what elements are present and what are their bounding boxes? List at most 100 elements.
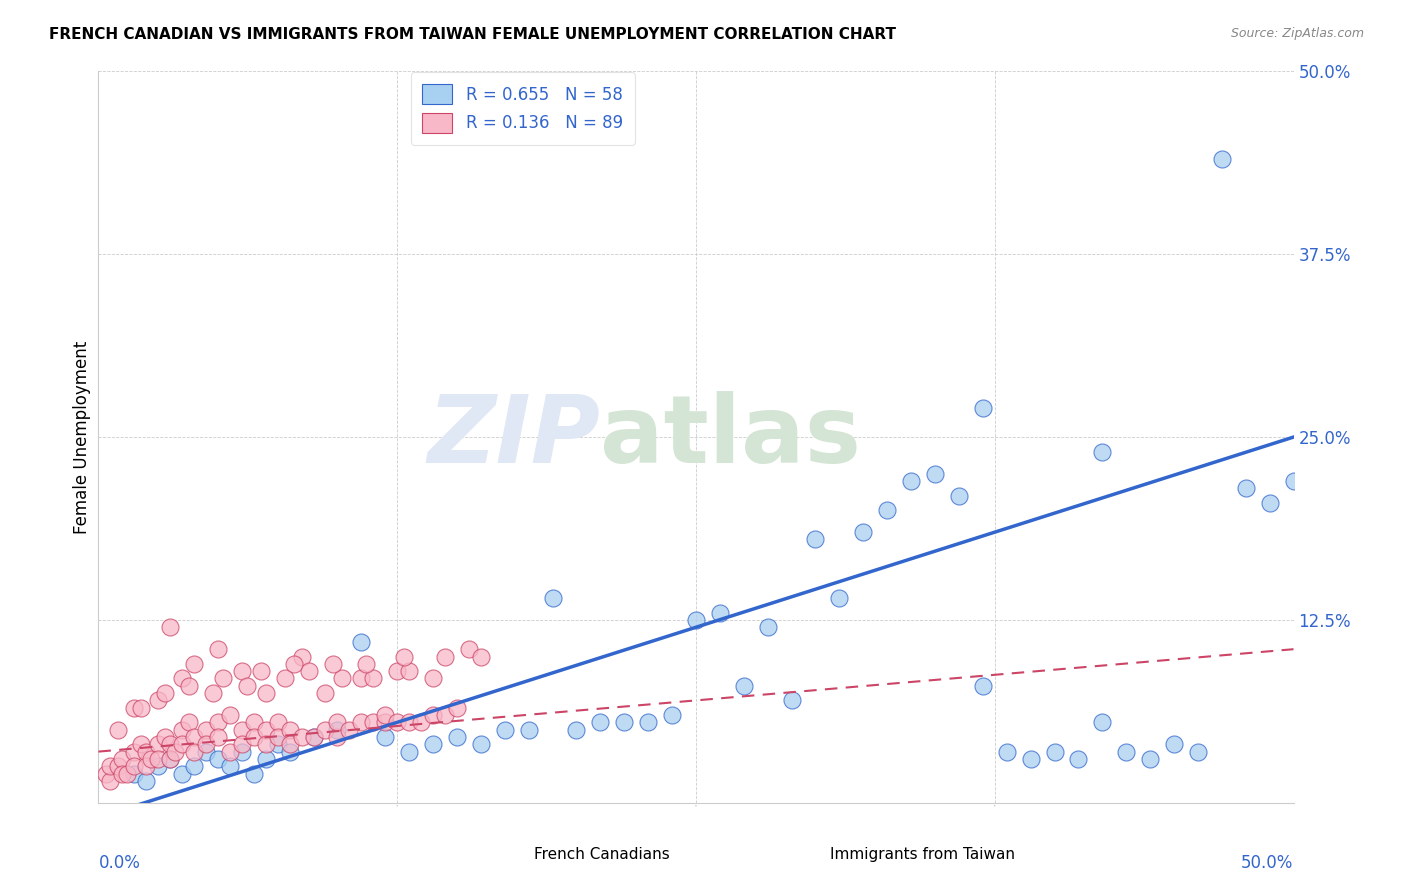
Point [354,657,377,671]
FancyBboxPatch shape [464,838,520,870]
Point [159,737,181,751]
Point [235,679,257,693]
Point [398,745,420,759]
Point [254,723,277,737]
Point [1139,752,1161,766]
Point [155,730,177,744]
Point [231,723,253,737]
Point [195,737,218,751]
FancyBboxPatch shape [759,838,815,870]
Point [350,635,373,649]
Point [107,759,129,773]
Point [780,693,803,707]
Point [283,657,305,671]
Point [363,715,385,730]
Text: 0.0%: 0.0% [98,854,141,872]
Point [900,474,922,488]
Text: 50.0%: 50.0% [1241,854,1294,872]
Point [1091,444,1114,458]
Point [291,649,314,664]
Point [517,723,540,737]
Point [972,401,994,415]
Point [852,525,875,540]
Point [267,715,290,730]
Point [326,730,349,744]
Point [172,737,194,751]
Point [350,715,373,730]
Point [172,766,194,780]
Text: Immigrants from Taiwan: Immigrants from Taiwan [830,847,1015,862]
Point [363,672,385,686]
Point [326,723,349,737]
Point [374,715,396,730]
Point [219,759,242,773]
Point [148,752,170,766]
Point [298,664,321,678]
Point [207,730,229,744]
Point [422,708,444,723]
Point [219,745,242,759]
Point [1282,474,1305,488]
Point [231,745,253,759]
Point [756,620,779,634]
Point [179,679,201,693]
Point [159,752,181,766]
Point [124,700,146,714]
Point [422,737,444,751]
Point [1187,745,1209,759]
Point [422,672,444,686]
Point [267,730,290,744]
Point [322,657,344,671]
Legend: R = 0.655   N = 58, R = 0.136   N = 89: R = 0.655 N = 58, R = 0.136 N = 89 [411,72,634,145]
Point [124,766,146,780]
Point [302,730,325,744]
Point [434,708,457,723]
Point [637,715,659,730]
Text: atlas: atlas [600,391,862,483]
Point [124,759,146,773]
Point [163,745,186,759]
Point [1067,752,1090,766]
Point [446,700,468,714]
Point [1234,481,1257,495]
Point [458,642,481,657]
Point [124,745,146,759]
Point [274,672,297,686]
Point [219,708,242,723]
Text: French Canadians: French Canadians [534,847,671,862]
Point [1258,496,1281,510]
Point [148,737,170,751]
Point [948,489,970,503]
Point [278,745,301,759]
Point [804,533,827,547]
Point [589,715,612,730]
Point [446,730,468,744]
Point [231,737,253,751]
Point [250,664,273,678]
Point [374,708,396,723]
Point [211,672,233,686]
Point [98,773,122,788]
Point [183,657,205,671]
Point [995,745,1018,759]
Point [207,752,229,766]
Point [135,773,157,788]
Point [494,723,516,737]
Point [131,700,153,714]
Point [179,715,201,730]
Point [98,759,122,773]
Point [183,759,205,773]
Point [139,752,162,766]
Text: Source: ZipAtlas.com: Source: ZipAtlas.com [1230,27,1364,40]
Point [394,649,416,664]
Point [155,686,177,700]
Point [1115,745,1137,759]
Point [94,766,117,780]
Point [828,591,851,605]
Y-axis label: Female Unemployment: Female Unemployment [73,341,91,533]
Point [207,642,229,657]
Point [1091,715,1114,730]
Point [243,715,266,730]
Point [135,759,157,773]
Point [183,745,205,759]
